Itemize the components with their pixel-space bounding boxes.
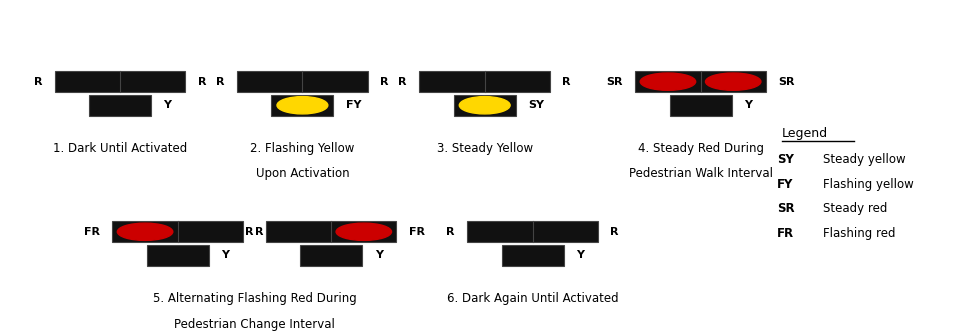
Text: Y: Y <box>743 100 751 110</box>
Text: R: R <box>561 77 570 87</box>
Text: FR: FR <box>409 227 424 237</box>
Ellipse shape <box>705 73 760 90</box>
Bar <box>453 95 515 116</box>
Text: Y: Y <box>575 250 584 260</box>
Text: R: R <box>34 77 42 87</box>
Text: R: R <box>398 77 407 87</box>
Bar <box>55 71 185 92</box>
Text: FR: FR <box>84 227 100 237</box>
Bar <box>266 221 396 242</box>
Bar <box>89 95 151 116</box>
Text: Y: Y <box>221 250 229 260</box>
Text: SR: SR <box>778 77 794 87</box>
Text: FY: FY <box>777 178 793 191</box>
Bar <box>300 245 362 266</box>
Text: Legend: Legend <box>781 127 827 140</box>
Text: 4. Steady Red During: 4. Steady Red During <box>637 142 763 155</box>
Text: R: R <box>216 77 225 87</box>
Text: Y: Y <box>163 100 171 110</box>
Bar <box>147 245 208 266</box>
Ellipse shape <box>277 97 328 114</box>
Bar <box>237 71 368 92</box>
Text: Pedestrian Walk Interval: Pedestrian Walk Interval <box>628 167 772 180</box>
Bar <box>501 245 563 266</box>
Text: SY: SY <box>777 154 793 166</box>
Text: SR: SR <box>605 77 622 87</box>
Text: R: R <box>255 227 264 237</box>
Text: Pedestrian Change Interval: Pedestrian Change Interval <box>174 318 334 331</box>
Bar <box>419 71 550 92</box>
Ellipse shape <box>117 223 173 240</box>
Text: R: R <box>244 227 253 237</box>
Ellipse shape <box>640 73 695 90</box>
Text: FY: FY <box>345 100 361 110</box>
Text: Y: Y <box>375 250 382 260</box>
Ellipse shape <box>335 223 391 240</box>
Text: R: R <box>446 227 455 237</box>
Text: Steady red: Steady red <box>822 202 887 215</box>
Text: 2. Flashing Yellow: 2. Flashing Yellow <box>250 142 354 155</box>
Text: 1. Dark Until Activated: 1. Dark Until Activated <box>53 142 187 155</box>
Bar <box>669 95 731 116</box>
Text: SY: SY <box>527 100 544 110</box>
Text: R: R <box>379 77 388 87</box>
Text: 6. Dark Again Until Activated: 6. Dark Again Until Activated <box>446 292 618 305</box>
Bar <box>467 221 598 242</box>
Bar <box>112 221 243 242</box>
Text: Steady yellow: Steady yellow <box>822 154 905 166</box>
Text: R: R <box>198 77 206 87</box>
Bar <box>271 95 333 116</box>
Text: FR: FR <box>777 227 793 240</box>
Text: 5. Alternating Flashing Red During: 5. Alternating Flashing Red During <box>153 292 356 305</box>
Ellipse shape <box>459 97 510 114</box>
Bar <box>635 71 765 92</box>
Text: R: R <box>609 227 618 237</box>
Text: Flashing red: Flashing red <box>822 227 895 240</box>
Text: 3. Steady Yellow: 3. Steady Yellow <box>436 142 532 155</box>
Text: Upon Activation: Upon Activation <box>255 167 349 180</box>
Text: SR: SR <box>777 202 794 215</box>
Text: Flashing yellow: Flashing yellow <box>822 178 913 191</box>
